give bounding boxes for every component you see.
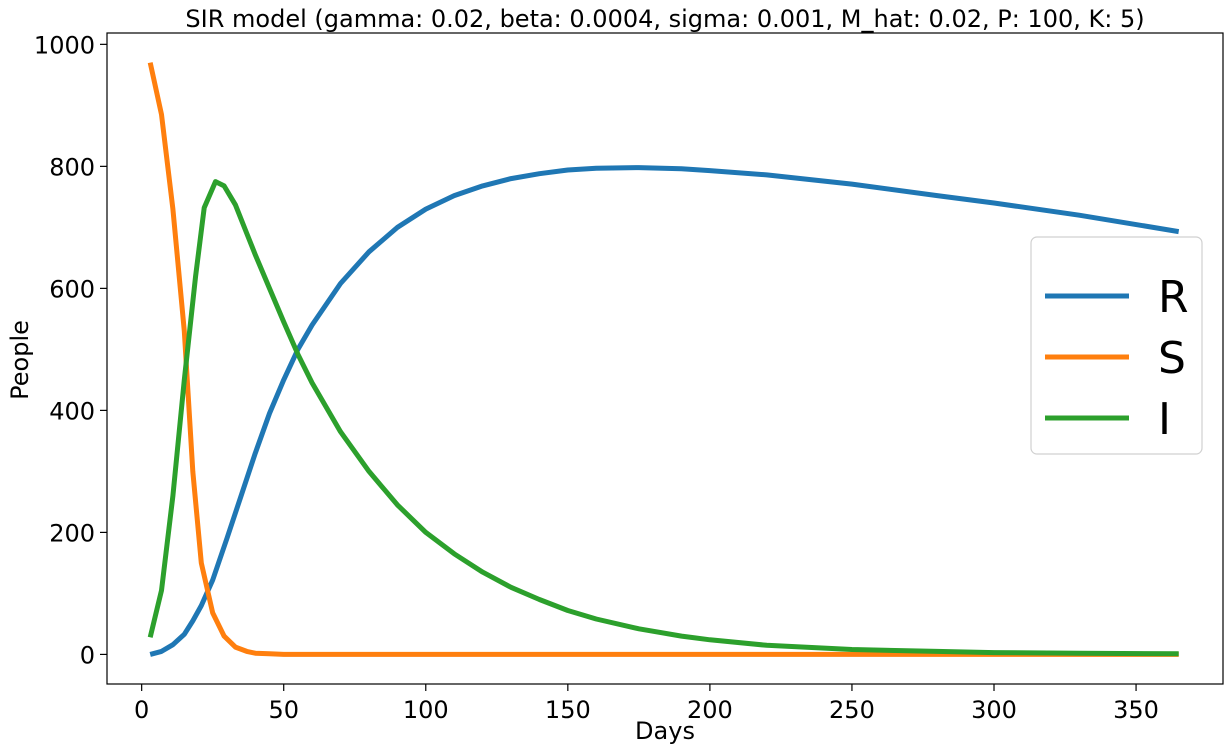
- x-tick-label: 100: [403, 696, 449, 724]
- y-tick-label: 200: [49, 519, 95, 547]
- legend-label-r: R: [1158, 272, 1189, 323]
- legend-box: [1030, 236, 1203, 455]
- x-tick-label: 150: [545, 696, 591, 724]
- chart-title: SIR model (gamma: 0.02, beta: 0.0004, si…: [185, 5, 1144, 33]
- x-axis-ticks: 0 50 100 150 200 250 300 350: [134, 684, 1159, 724]
- y-tick-label: 0: [80, 641, 95, 669]
- y-tick-label: 800: [49, 153, 95, 181]
- axes-frame: [106, 32, 1224, 685]
- y-tick-label: 1000: [34, 31, 95, 59]
- series-line-r: [149, 165, 1180, 657]
- x-tick-label: 250: [829, 696, 875, 724]
- plot-lines: [147, 62, 1180, 657]
- legend: RSI: [1030, 236, 1203, 455]
- y-tick-label: 600: [49, 275, 95, 303]
- x-tick-label: 0: [134, 696, 149, 724]
- y-tick-label: 400: [49, 397, 95, 425]
- x-axis-label: Days: [635, 717, 695, 745]
- legend-label-i: I: [1158, 394, 1171, 445]
- y-axis-ticks: 0 200 400 600 800 1000: [34, 31, 107, 669]
- x-tick-label: 300: [971, 696, 1017, 724]
- x-tick-label: 200: [687, 696, 733, 724]
- x-tick-label: 350: [1113, 696, 1159, 724]
- series-line-s: [147, 62, 1179, 657]
- legend-label-s: S: [1158, 333, 1186, 384]
- x-tick-label: 50: [268, 696, 299, 724]
- y-axis-label: People: [6, 320, 34, 400]
- series-line-i: [147, 179, 1179, 657]
